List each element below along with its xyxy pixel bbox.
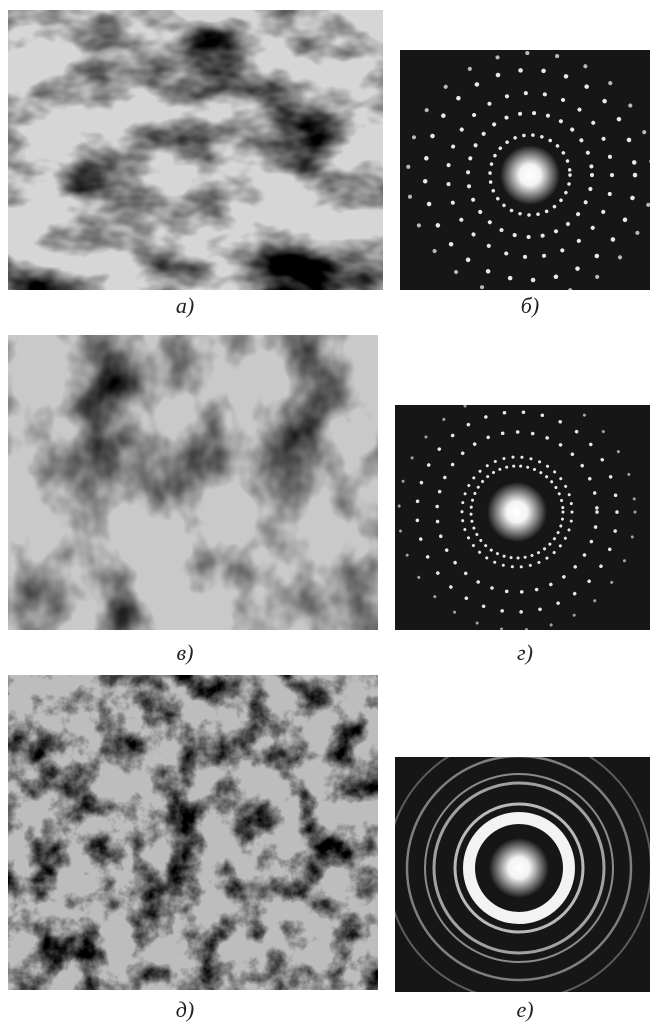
figure: а) б) в) г) д) е) <box>0 0 650 1026</box>
panel-label: г) <box>517 640 533 665</box>
panel-label: е) <box>516 997 533 1022</box>
micrograph <box>8 675 378 990</box>
micrograph <box>8 335 378 630</box>
micrograph-texture <box>8 335 378 630</box>
panel-label: а) <box>176 293 194 318</box>
central-spot <box>500 145 560 205</box>
diffraction-pattern <box>395 394 650 630</box>
micrograph <box>8 10 383 290</box>
panel-label: б) <box>521 293 539 318</box>
central-spot <box>489 838 549 898</box>
diffraction-pattern <box>400 50 650 297</box>
panel-label: в) <box>177 640 194 665</box>
panel-label: д) <box>176 997 194 1022</box>
central-spot <box>487 482 547 542</box>
micrograph-texture <box>8 10 383 290</box>
micrograph-texture <box>8 675 378 990</box>
diffraction-pattern <box>387 736 650 1000</box>
